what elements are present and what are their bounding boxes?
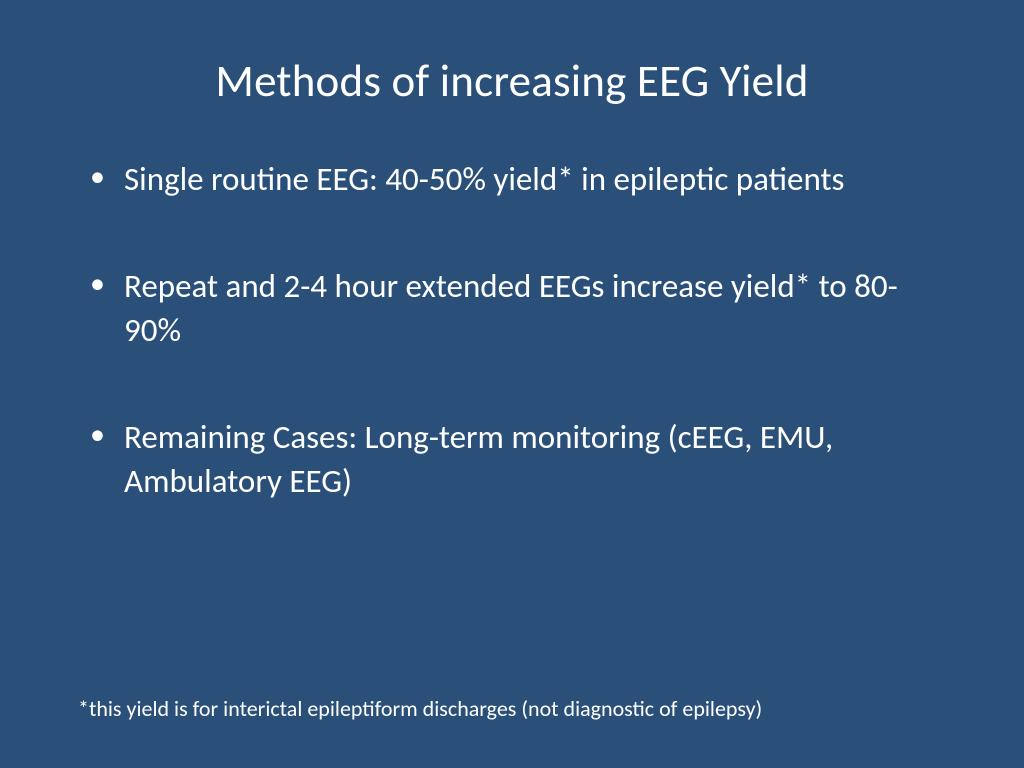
slide-footnote: *this yield is for interictal epileptifo… [78, 695, 954, 722]
bullet-item: Single routine EEG: 40-50% yield* in epi… [90, 157, 954, 202]
bullet-item: Remaining Cases: Long-term monitoring (c… [90, 415, 954, 504]
slide-title: Methods of increasing EEG Yield [70, 54, 954, 109]
bullet-list: Single routine EEG: 40-50% yield* in epi… [70, 157, 954, 504]
bullet-item: Repeat and 2-4 hour extended EEGs increa… [90, 264, 954, 353]
presentation-slide: Methods of increasing EEG Yield Single r… [0, 0, 1024, 768]
